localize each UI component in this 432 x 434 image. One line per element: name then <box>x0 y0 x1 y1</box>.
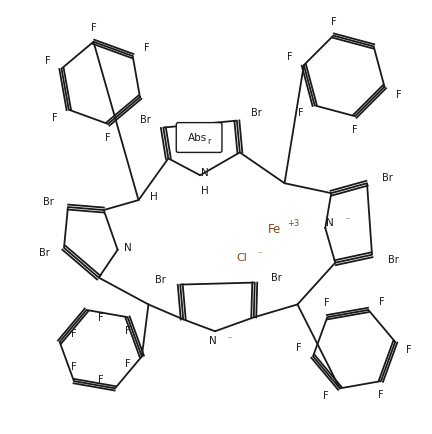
Text: F: F <box>352 125 358 135</box>
Polygon shape <box>304 36 384 116</box>
Text: F: F <box>125 359 131 369</box>
Text: +3: +3 <box>287 220 300 228</box>
Text: N: N <box>327 218 334 228</box>
Text: ⁻: ⁻ <box>257 250 262 259</box>
Text: Br: Br <box>39 248 50 258</box>
Text: F: F <box>71 329 76 339</box>
Polygon shape <box>61 42 140 124</box>
Text: F: F <box>45 56 51 66</box>
Text: F: F <box>144 43 149 53</box>
Text: F: F <box>98 375 104 385</box>
Text: Br: Br <box>155 275 166 285</box>
Text: ⁻: ⁻ <box>345 215 349 224</box>
Text: Abs: Abs <box>187 132 207 142</box>
Text: Cl: Cl <box>236 253 247 263</box>
Text: F: F <box>296 343 302 353</box>
Text: Br: Br <box>140 115 151 125</box>
Polygon shape <box>163 121 240 175</box>
Polygon shape <box>64 207 118 278</box>
Text: Br: Br <box>388 255 399 265</box>
Text: F: F <box>396 90 401 100</box>
Text: F: F <box>323 391 329 401</box>
Text: N: N <box>124 243 131 253</box>
Text: H: H <box>149 192 157 202</box>
Text: F: F <box>330 16 336 27</box>
Text: Br: Br <box>251 108 262 118</box>
Text: F: F <box>379 297 385 307</box>
Text: N: N <box>209 336 217 346</box>
Text: F: F <box>324 298 330 308</box>
Text: Fe: Fe <box>268 224 281 237</box>
Text: N: N <box>201 168 209 178</box>
Text: F: F <box>52 113 58 123</box>
Polygon shape <box>180 283 255 331</box>
Text: Br: Br <box>381 173 392 183</box>
Polygon shape <box>313 310 395 388</box>
Text: ⁻: ⁻ <box>228 335 232 344</box>
Text: F: F <box>298 108 304 118</box>
Text: F: F <box>98 313 103 323</box>
Text: r: r <box>207 137 211 146</box>
Polygon shape <box>60 310 142 388</box>
FancyBboxPatch shape <box>176 123 222 152</box>
Text: F: F <box>287 52 293 62</box>
Text: F: F <box>71 362 77 372</box>
Text: Br: Br <box>43 197 54 207</box>
Text: F: F <box>125 326 130 336</box>
Text: F: F <box>407 345 412 355</box>
Text: F: F <box>378 390 384 400</box>
Text: F: F <box>91 23 96 33</box>
Polygon shape <box>325 183 372 263</box>
Text: Br: Br <box>271 273 282 283</box>
Text: F: F <box>105 133 111 143</box>
Text: H: H <box>201 186 209 196</box>
